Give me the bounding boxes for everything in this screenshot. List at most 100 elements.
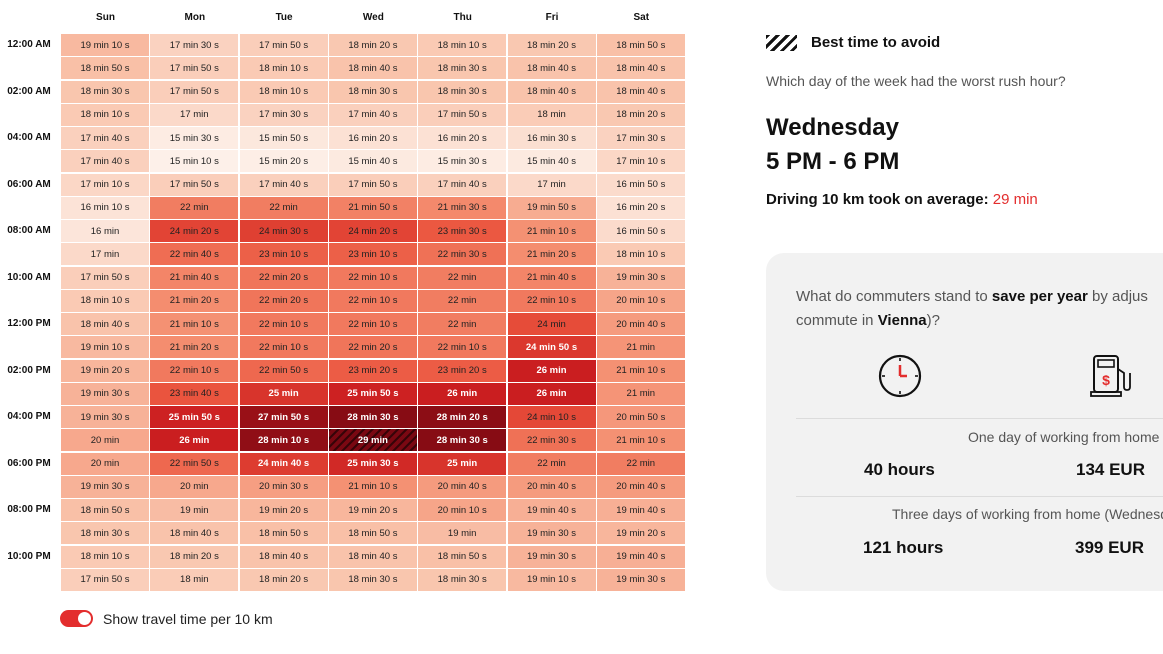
heatmap-cell[interactable]: 19 min 30 s [596,568,685,591]
heatmap-cell[interactable]: 17 min 50 s [239,34,328,56]
heatmap-cell[interactable]: 20 min 10 s [418,499,507,521]
heatmap-cell[interactable]: 19 min [418,522,507,545]
heatmap-cell[interactable]: 21 min 20 s [150,336,239,359]
heatmap-cell[interactable]: 22 min 20 s [239,289,328,312]
heatmap-cell[interactable]: 21 min 10 s [596,359,685,382]
heatmap-cell[interactable]: 22 min [507,452,596,475]
heatmap-cell[interactable]: 17 min 10 s [61,173,149,196]
heatmap-cell[interactable]: 22 min 30 s [507,429,596,452]
heatmap-cell[interactable]: 16 min 30 s [507,127,596,149]
heatmap-cell[interactable]: 19 min 30 s [61,406,149,428]
heatmap-cell[interactable]: 19 min 30 s [596,266,685,289]
heatmap-cell[interactable]: 22 min 30 s [418,243,507,266]
heatmap-cell[interactable]: 18 min 50 s [596,34,685,56]
heatmap-cell[interactable]: 18 min 10 s [61,289,149,312]
heatmap-cell[interactable]: 26 min [150,429,239,452]
heatmap-cell[interactable]: 21 min 10 s [507,220,596,242]
heatmap-cell[interactable]: 17 min 10 s [596,150,685,173]
heatmap-cell[interactable]: 15 min 30 s [150,127,239,149]
heatmap-cell[interactable]: 16 min 50 s [596,220,685,242]
heatmap-cell[interactable]: 22 min 10 s [239,336,328,359]
heatmap-cell[interactable]: 17 min 40 s [328,103,417,126]
heatmap-cell[interactable]: 17 min 40 s [61,150,149,173]
heatmap-cell[interactable]: 20 min 40 s [596,475,685,498]
heatmap-cell[interactable]: 18 min 40 s [328,545,417,568]
heatmap-cell[interactable]: 21 min [596,382,685,405]
heatmap-cell[interactable]: 24 min 20 s [150,220,239,242]
heatmap-cell[interactable]: 19 min 30 s [507,522,596,545]
heatmap-cell[interactable]: 19 min 20 s [328,499,417,521]
heatmap-cell[interactable]: 19 min 20 s [239,499,328,521]
heatmap-cell[interactable]: 22 min 50 s [150,452,239,475]
heatmap-cell[interactable]: 15 min 20 s [239,150,328,173]
heatmap-cell[interactable]: 18 min 10 s [61,103,149,126]
heatmap-cell[interactable]: 20 min 50 s [596,406,685,428]
heatmap-cell[interactable]: 18 min 40 s [239,545,328,568]
heatmap-cell[interactable]: 23 min 40 s [150,382,239,405]
heatmap-cell[interactable]: 17 min 50 s [61,266,149,289]
heatmap-cell[interactable]: 21 min 10 s [596,429,685,452]
heatmap-cell[interactable]: 18 min 40 s [596,57,685,80]
heatmap-cell[interactable]: 18 min 20 s [150,545,239,568]
heatmap-cell[interactable]: 17 min 30 s [596,127,685,149]
heatmap-cell[interactable]: 19 min 30 s [61,475,149,498]
heatmap-cell[interactable]: 18 min 30 s [418,57,507,80]
heatmap-cell[interactable]: 18 min 50 s [328,522,417,545]
heatmap-cell[interactable]: 22 min 10 s [150,359,239,382]
heatmap-cell[interactable]: 20 min 40 s [418,475,507,498]
heatmap-cell[interactable]: 22 min 10 s [507,289,596,312]
heatmap-cell[interactable]: 21 min 10 s [328,475,417,498]
heatmap-cell[interactable]: 26 min [507,382,596,405]
heatmap-cell[interactable]: 19 min 30 s [507,545,596,568]
heatmap-cell[interactable]: 17 min 50 s [150,57,239,80]
heatmap-cell[interactable]: 15 min 40 s [328,150,417,173]
heatmap-cell[interactable]: 22 min [418,266,507,289]
heatmap-cell[interactable]: 16 min 20 s [418,127,507,149]
heatmap-cell[interactable]: 26 min [418,382,507,405]
heatmap-cell[interactable]: 19 min 10 s [61,336,149,359]
heatmap-cell[interactable]: 18 min 10 s [596,243,685,266]
heatmap-cell[interactable]: 18 min 40 s [328,57,417,80]
heatmap-cell[interactable]: 17 min 50 s [150,173,239,196]
heatmap-cell[interactable]: 24 min 50 s [507,336,596,359]
heatmap-cell[interactable]: 20 min [61,429,149,452]
heatmap-cell[interactable]: 19 min 40 s [596,545,685,568]
heatmap-cell[interactable]: 18 min 30 s [61,80,149,103]
heatmap-cell[interactable]: 24 min [507,313,596,335]
heatmap-cell[interactable]: 18 min 10 s [61,545,149,568]
heatmap-cell[interactable]: 18 min 20 s [596,103,685,126]
heatmap-cell[interactable]: 16 min [61,220,149,242]
heatmap-cell[interactable]: 20 min 30 s [239,475,328,498]
heatmap-cell[interactable]: 18 min 40 s [150,522,239,545]
travel-time-toggle[interactable] [60,610,93,627]
heatmap-cell[interactable]: 21 min 10 s [150,313,239,335]
heatmap-cell[interactable]: 17 min 50 s [418,103,507,126]
heatmap-cell[interactable]: 20 min 40 s [596,313,685,335]
heatmap-cell[interactable]: 28 min 20 s [418,406,507,428]
heatmap-cell[interactable]: 18 min 30 s [328,568,417,591]
heatmap-cell[interactable]: 29 min [328,429,417,452]
heatmap-cell[interactable]: 24 min 20 s [328,220,417,242]
heatmap-cell[interactable]: 15 min 10 s [150,150,239,173]
heatmap-cell[interactable]: 22 min [150,196,239,219]
heatmap-cell[interactable]: 20 min 10 s [596,289,685,312]
heatmap-cell[interactable]: 23 min 20 s [418,359,507,382]
heatmap-cell[interactable]: 18 min 30 s [418,80,507,103]
heatmap-cell[interactable]: 18 min 10 s [418,34,507,56]
heatmap-cell[interactable]: 22 min 20 s [328,336,417,359]
heatmap-cell[interactable]: 26 min [507,359,596,382]
heatmap-cell[interactable]: 18 min [150,568,239,591]
heatmap-cell[interactable]: 25 min [418,452,507,475]
heatmap-cell[interactable]: 18 min 20 s [328,34,417,56]
heatmap-cell[interactable]: 17 min 30 s [239,103,328,126]
heatmap-cell[interactable]: 22 min 10 s [328,289,417,312]
heatmap-cell[interactable]: 18 min 10 s [239,57,328,80]
heatmap-cell[interactable]: 22 min [418,289,507,312]
heatmap-cell[interactable]: 16 min 20 s [328,127,417,149]
heatmap-cell[interactable]: 23 min 10 s [328,243,417,266]
heatmap-cell[interactable]: 18 min 40 s [61,313,149,335]
heatmap-cell[interactable]: 18 min 40 s [596,80,685,103]
heatmap-cell[interactable]: 19 min 40 s [596,499,685,521]
heatmap-cell[interactable]: 18 min 20 s [507,34,596,56]
heatmap-cell[interactable]: 28 min 30 s [328,406,417,428]
